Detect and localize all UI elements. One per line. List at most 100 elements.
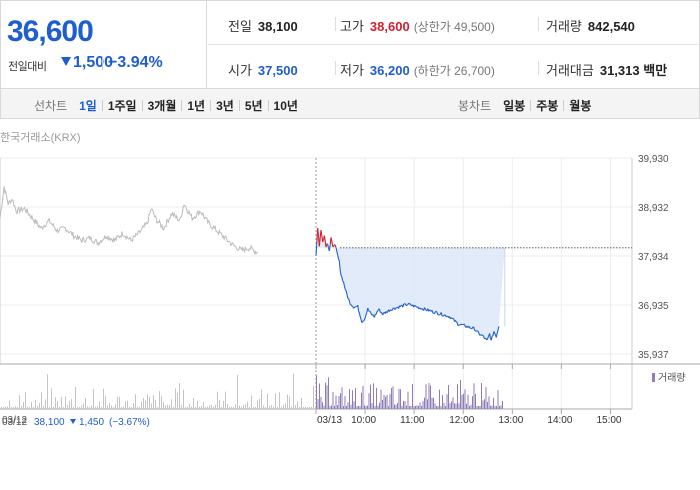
today-line-seg: [471, 326, 474, 329]
volume-bar: [133, 403, 134, 409]
volume-bar: [97, 406, 98, 409]
today-line-seg: [497, 326, 500, 331]
volume-bar: [464, 389, 466, 409]
volume-bar: [271, 405, 272, 409]
volume-bar: [81, 405, 82, 409]
volume-bar: [55, 397, 56, 409]
volume-bar: [127, 400, 128, 409]
volume-bar: [287, 394, 288, 409]
y-tick-label: 39,930: [638, 154, 669, 165]
volume-bar: [109, 403, 110, 409]
chart-grid: [0, 157, 632, 409]
volume-bar: [219, 399, 220, 409]
volume-bar: [455, 403, 457, 409]
volume-bar: [299, 407, 300, 409]
volume-bar: [249, 406, 250, 409]
footer-change: 1,450: [79, 417, 104, 428]
volume-bar: [43, 405, 44, 409]
today-line-seg: [346, 294, 349, 299]
volume-bar: [376, 387, 377, 409]
y-tick-label: 37,934: [638, 252, 669, 263]
volume-bar: [448, 384, 449, 409]
current-price: 36,600: [7, 15, 94, 48]
volume-bar: [325, 382, 326, 409]
chart-source: 한국거래소(KRX): [0, 131, 81, 144]
volume-bar: [111, 405, 112, 409]
x-tick-labels: 03/12 03/13 10:00 11:00 12:00 13:00 14:00 15:00: [2, 364, 622, 426]
today-line-seg: [348, 300, 351, 305]
today-line-seg: [489, 333, 492, 340]
volume-bar: [165, 405, 166, 409]
tab-3m[interactable]: 3개월: [147, 99, 177, 113]
volume-bar: [253, 406, 254, 409]
today-line-seg: [357, 305, 360, 312]
today-line-seg: [434, 311, 436, 314]
volume-bar: [350, 404, 352, 409]
volume-bar: [83, 403, 84, 409]
tab-3y[interactable]: 3년: [216, 99, 234, 113]
today-line-seg: [456, 322, 459, 326]
volume-bar: [331, 405, 332, 409]
today-line-seg: [318, 237, 321, 247]
volume-bar: [427, 399, 428, 409]
volume-bar: [193, 397, 194, 409]
volume-bar: [177, 392, 178, 409]
volume-bar: [440, 405, 442, 409]
volume-bar: [424, 397, 425, 409]
today-line-seg: [480, 334, 483, 336]
volume-bar: [346, 405, 347, 409]
volume-bar: [273, 406, 274, 409]
volume-bar: [115, 404, 116, 409]
today-line-seg: [343, 285, 346, 290]
tab-1d[interactable]: 1일: [79, 99, 97, 113]
change-label: 전일대비: [8, 61, 47, 73]
today-line-seg: [451, 317, 454, 320]
tab-1w[interactable]: 1주일: [107, 99, 137, 113]
volume-bar: [454, 403, 455, 409]
tab-10y[interactable]: 10년: [273, 99, 298, 113]
today-line-seg: [330, 237, 333, 242]
volume-bar: [478, 405, 479, 409]
volume-bar: [359, 405, 361, 409]
volume-bar: [446, 394, 448, 409]
today-line-seg: [377, 309, 380, 312]
volume-bar: [103, 388, 104, 409]
volume-bar: [379, 402, 380, 409]
volume-bar: [425, 384, 427, 409]
volume-bar: [490, 405, 491, 409]
today-line-seg: [382, 312, 385, 316]
volume-bar: [11, 406, 12, 409]
today-line-seg: [449, 317, 452, 320]
volume-bar: [119, 396, 120, 409]
volume-bar: [203, 402, 204, 409]
volume-bar: [221, 406, 222, 409]
tab-monthly[interactable]: 월봉: [569, 99, 592, 113]
volume-bar: [343, 405, 344, 409]
volume-bar: [467, 394, 469, 409]
volume-bar: [35, 399, 36, 409]
volume-bar: [27, 406, 28, 409]
x-tick-label: 03/12: [2, 415, 27, 426]
tab-5y[interactable]: 5년: [244, 99, 263, 113]
today-line-seg: [408, 302, 410, 305]
volume-bar: [107, 405, 108, 409]
tab-daily[interactable]: 일봉: [503, 99, 526, 113]
volume-bar: [328, 377, 329, 409]
volume-bar: [469, 405, 470, 409]
today-line-seg: [406, 304, 409, 306]
today-line-seg: [327, 244, 330, 249]
volume-bar: [493, 397, 494, 409]
volume-bar: [99, 401, 100, 409]
price-summary: 36,600 전일대비 1,500 −3.94% 전일 38,100 고가 38,6…: [0, 0, 700, 89]
volume-bar: [211, 404, 212, 409]
tab-weekly[interactable]: 주봉: [536, 99, 559, 113]
volume-bar: [161, 395, 162, 409]
down-triangle-icon: [70, 419, 76, 424]
volume-bar: [201, 405, 202, 409]
volume-bar: [231, 406, 232, 409]
today-line-seg: [323, 235, 326, 241]
volume-bar: [257, 400, 258, 409]
today-line-seg: [470, 327, 472, 330]
volume-bars: [1, 373, 503, 409]
tab-1y[interactable]: 1년: [187, 99, 206, 113]
